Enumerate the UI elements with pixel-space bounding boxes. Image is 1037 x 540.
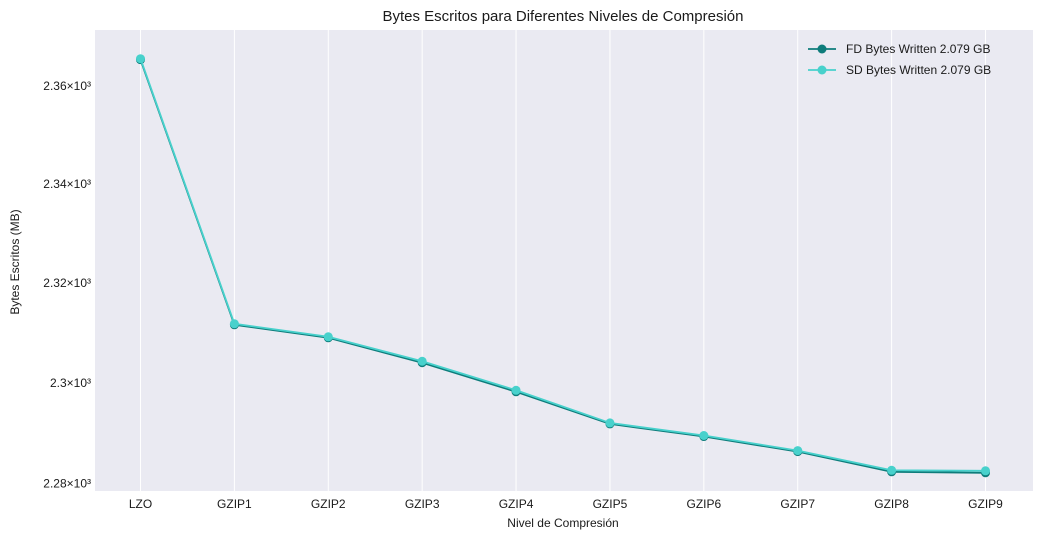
legend-marker — [817, 65, 827, 75]
series-group — [136, 54, 990, 478]
y-tick-label: 2.36×10³ — [43, 79, 91, 93]
data-point — [323, 332, 333, 342]
data-point — [136, 54, 145, 64]
x-tick-label: GZIP2 — [311, 497, 346, 511]
legend-marker — [817, 44, 827, 54]
x-tick-label: GZIP7 — [780, 497, 815, 511]
plot-area — [95, 30, 1033, 491]
x-tick-label: GZIP4 — [499, 497, 534, 511]
x-tick-label: LZO — [129, 497, 152, 511]
x-tick-label: GZIP1 — [217, 497, 252, 511]
series-line-fd — [139, 59, 986, 474]
data-point — [511, 385, 521, 395]
data-point — [229, 319, 239, 329]
x-tick-label: GZIP8 — [874, 497, 909, 511]
data-point — [887, 465, 897, 475]
x-tick-label: GZIP9 — [968, 497, 1003, 511]
y-tick-label: 2.3×10³ — [50, 376, 91, 390]
y-axis-ticks: 2.28×10³ 2.3×10³ 2.32×10³ 2.34×10³ 2.36×10³ — [43, 79, 91, 490]
chart-title: Bytes Escritos para Diferentes Niveles d… — [383, 8, 744, 25]
y-tick-label: 2.32×10³ — [43, 276, 91, 290]
legend-label: SD Bytes Written 2.079 GB — [846, 63, 991, 77]
series-line-sd — [139, 58, 986, 472]
data-point — [981, 466, 990, 476]
y-axis-label: Bytes Escritos (MB) — [8, 209, 22, 314]
data-point — [417, 356, 427, 366]
gridlines — [140, 30, 986, 491]
x-tick-label: GZIP3 — [405, 497, 440, 511]
y-tick-label: 2.34×10³ — [43, 177, 91, 191]
x-axis-ticks: LZO GZIP1 GZIP2 GZIP3 GZIP4 GZIP5 GZIP6 GZIP7 GZ… — [129, 497, 1003, 511]
legend-label: FD Bytes Written 2.079 GB — [846, 42, 991, 56]
data-point — [699, 431, 709, 441]
data-point — [793, 446, 803, 456]
x-tick-label: GZIP5 — [593, 497, 628, 511]
legend: FD Bytes Written 2.079 GB SD Bytes Writte… — [808, 42, 991, 77]
data-point — [605, 418, 615, 428]
x-tick-label: GZIP6 — [686, 497, 721, 511]
y-tick-label: 2.28×10³ — [43, 476, 91, 490]
x-axis-label: Nivel de Compresión — [507, 516, 618, 530]
